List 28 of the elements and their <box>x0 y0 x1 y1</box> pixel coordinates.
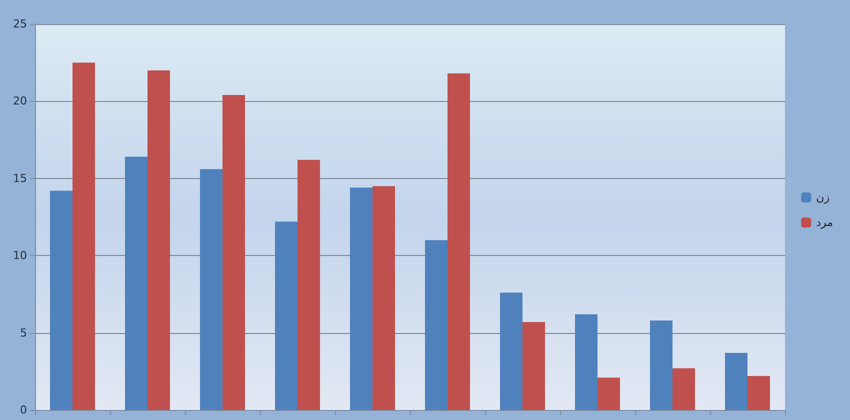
bar <box>575 314 598 410</box>
bar <box>650 320 672 410</box>
y-tick-label: 0 <box>20 404 27 416</box>
legend-label: زن <box>816 191 830 204</box>
bar <box>298 160 320 410</box>
bar <box>425 240 448 410</box>
bar <box>148 70 170 410</box>
bar <box>448 73 470 410</box>
bar <box>200 169 222 410</box>
bar <box>350 188 372 410</box>
bar <box>725 352 748 410</box>
bar <box>50 190 72 410</box>
y-tick-label: 5 <box>20 326 27 340</box>
legend-label: مرد <box>816 216 834 229</box>
bar <box>222 95 245 410</box>
bar <box>125 156 148 410</box>
y-tick-label: 20 <box>13 94 27 108</box>
bar <box>672 368 695 410</box>
bar <box>598 378 620 410</box>
bar <box>275 222 298 410</box>
bar <box>72 62 95 410</box>
y-tick-label: 25 <box>13 18 27 30</box>
y-tick-label: 10 <box>13 249 27 262</box>
bar <box>748 376 770 410</box>
bar <box>372 186 395 410</box>
bar <box>522 322 545 410</box>
bar <box>500 292 522 410</box>
y-tick-label: 15 <box>13 172 27 185</box>
